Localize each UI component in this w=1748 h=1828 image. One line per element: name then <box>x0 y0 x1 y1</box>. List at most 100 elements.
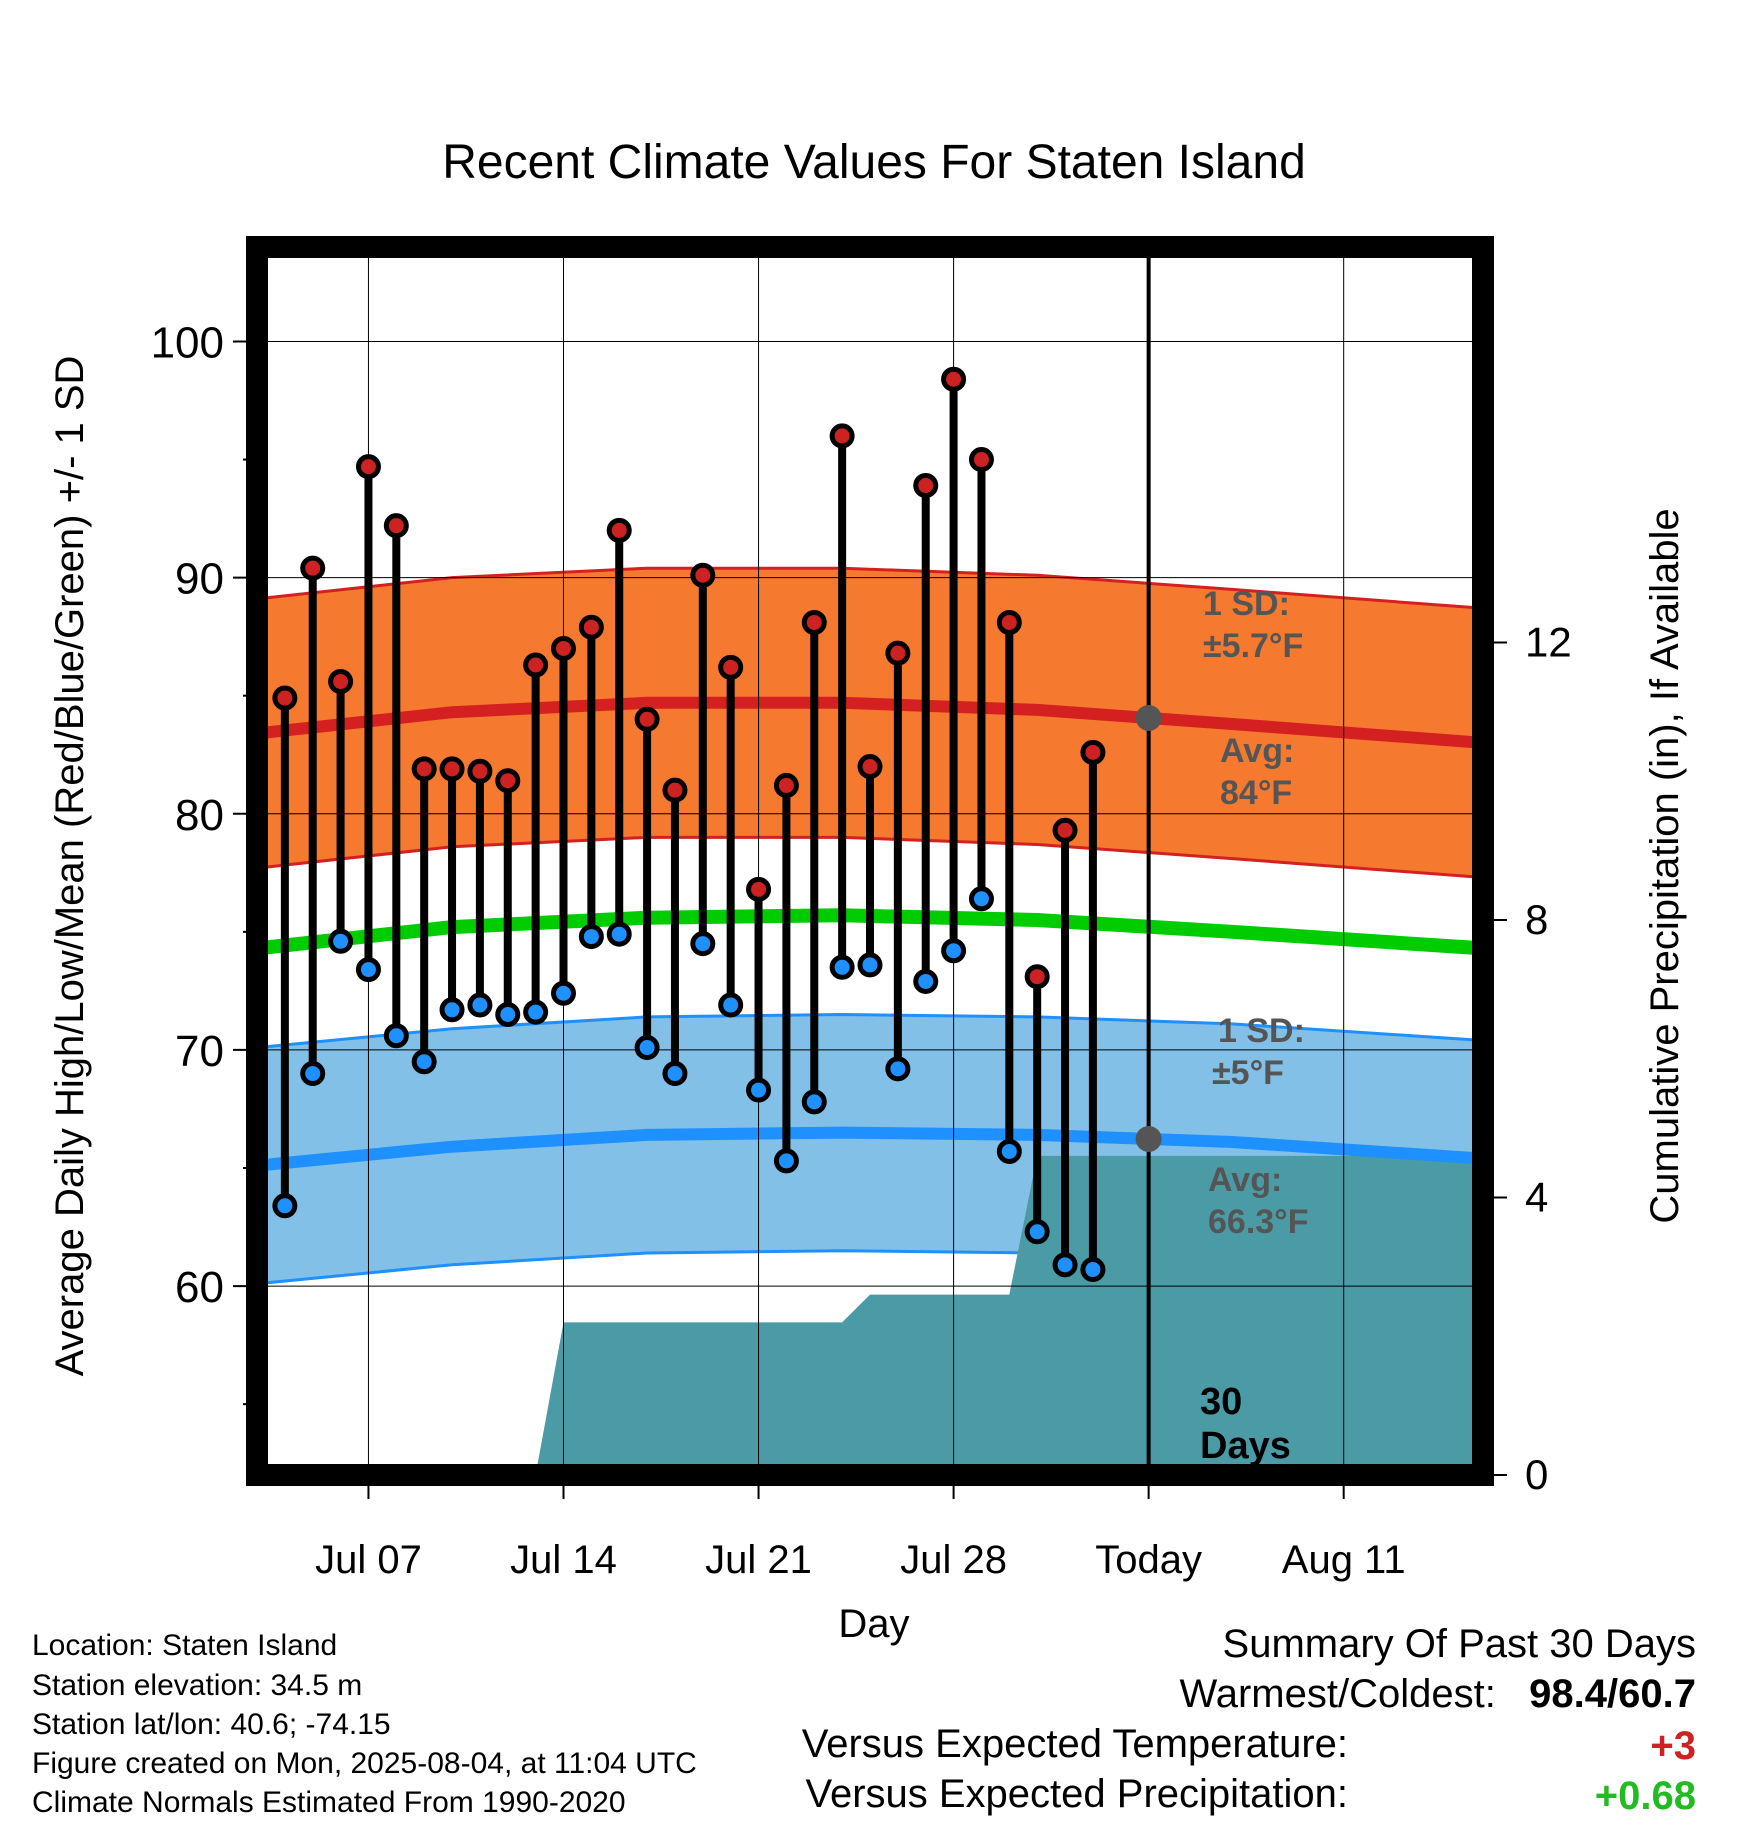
daily-high-point <box>690 562 716 588</box>
daily-high-point <box>662 777 688 803</box>
daily-low-point <box>300 1061 326 1087</box>
y2-tick-label: 8 <box>1525 896 1548 943</box>
y-tick-label: 60 <box>175 1263 224 1312</box>
daily-low-point <box>467 992 493 1018</box>
daily-high-point <box>495 768 521 794</box>
daily-high-point <box>1052 817 1078 843</box>
daily-low-point <box>746 1077 772 1103</box>
x-tick-label: Jul 21 <box>705 1538 812 1582</box>
summary-precip-label: Versus Expected Precipitation: <box>805 1772 1348 1816</box>
x-tick-label: Aug 11 <box>1282 1538 1406 1582</box>
daily-high-point <box>383 513 409 539</box>
y2-tick-label: 0 <box>1525 1451 1548 1498</box>
footer-created: Figure created on Mon, 2025-08-04, at 11… <box>32 1747 697 1780</box>
daily-high-point <box>355 454 381 480</box>
daily-high-point <box>300 555 326 581</box>
y-tick-label: 70 <box>175 1027 224 1076</box>
high-sd-value: ±5.7°F <box>1203 627 1303 665</box>
daily-high-point <box>578 614 604 640</box>
daily-high-point <box>996 609 1022 635</box>
summary-temp-label: Versus Expected Temperature: <box>801 1722 1348 1766</box>
high-sd-label: 1 SD: <box>1203 585 1290 623</box>
daily-high-point <box>857 754 883 780</box>
daily-high-point <box>606 517 632 543</box>
summary-precip-value: +0.68 <box>1594 1774 1696 1818</box>
high-avg-label: Avg: <box>1220 732 1294 770</box>
footer-elevation: Station elevation: 34.5 m <box>32 1669 363 1702</box>
low-sd-label: 1 SD: <box>1218 1012 1305 1050</box>
daily-low-point <box>411 1049 437 1075</box>
high-avg-value: 84°F <box>1220 774 1292 812</box>
low-avg-value: 66.3°F <box>1208 1203 1309 1241</box>
y2-tick-label: 4 <box>1525 1173 1548 1220</box>
daily-low-point <box>1024 1219 1050 1245</box>
y-tick-label: 100 <box>151 318 224 367</box>
chart-title: Recent Climate Values For Staten Island <box>442 136 1306 189</box>
daily-low-point <box>523 999 549 1025</box>
daily-high-point <box>718 654 744 680</box>
summary-temp-value: +3 <box>1650 1724 1696 1768</box>
daily-low-point <box>328 928 354 954</box>
daily-high-point <box>439 756 465 782</box>
daily-high-point <box>467 758 493 784</box>
today-normal-high-marker <box>1135 704 1162 731</box>
footer-location: Location: Staten Island <box>32 1629 338 1662</box>
daily-low-point <box>439 997 465 1023</box>
footer-latlon: Station lat/lon: 40.6; -74.15 <box>32 1708 391 1741</box>
low-avg-label: Avg: <box>1208 1161 1282 1199</box>
y2-axis-label: Cumulative Precipitation (in), If Availa… <box>1643 508 1687 1223</box>
window-days-number: 30 <box>1200 1381 1242 1423</box>
daily-high-point <box>801 609 827 635</box>
daily-low-point <box>801 1089 827 1115</box>
daily-low-point <box>355 957 381 983</box>
summary-title: Summary Of Past 30 Days <box>1222 1622 1696 1666</box>
daily-low-point <box>1052 1252 1078 1278</box>
daily-low-point <box>578 924 604 950</box>
daily-low-point <box>662 1061 688 1087</box>
daily-high-point <box>328 669 354 695</box>
low-sd-value: ±5°F <box>1212 1054 1284 1092</box>
normal-low-line <box>256 1126 1484 1172</box>
footer-normals: Climate Normals Estimated From 1990-2020 <box>32 1786 626 1819</box>
x-tick-label: Jul 28 <box>900 1538 1007 1582</box>
y2-tick-label: 12 <box>1525 618 1572 665</box>
daily-high-point <box>968 447 994 473</box>
daily-low-point <box>996 1138 1022 1164</box>
normal-low-sd-band-upper-edge <box>256 1012 1484 1050</box>
summary-warmest-label: Warmest/Coldest: <box>1179 1672 1496 1716</box>
daily-low-point <box>495 1002 521 1027</box>
daily-low-point <box>968 886 994 912</box>
daily-low-point <box>829 954 855 980</box>
daily-low-point <box>718 992 744 1018</box>
x-tick-label: Today <box>1095 1538 1202 1582</box>
summary-warmest-row: Warmest/Coldest: 98.4/60.7 <box>1179 1672 1696 1717</box>
daily-low-point <box>690 931 716 957</box>
daily-high-point <box>634 706 660 732</box>
daily-high-point <box>411 756 437 782</box>
daily-low-point <box>941 938 967 964</box>
y-axis-label: Average Daily High/Low/Mean (Red/Blue/Gr… <box>48 356 92 1377</box>
x-tick-label: Jul 14 <box>510 1538 617 1582</box>
daily-high-point <box>885 640 911 666</box>
window-days-unit: Days <box>1200 1425 1291 1467</box>
daily-low-point <box>272 1193 298 1219</box>
daily-low-point <box>1080 1257 1106 1283</box>
daily-low-point <box>885 1056 911 1082</box>
today-normal-low-marker <box>1135 1125 1162 1152</box>
daily-low-point <box>773 1148 799 1174</box>
x-axis-label: Day <box>838 1602 909 1646</box>
daily-high-point <box>272 685 298 711</box>
daily-high-point <box>913 473 939 499</box>
daily-high-point <box>746 876 772 902</box>
daily-low-point <box>634 1035 660 1061</box>
daily-high-point <box>773 772 799 798</box>
daily-low-point <box>383 1023 409 1049</box>
daily-high-point <box>941 366 967 392</box>
summary-warmest-value: 98.4/60.7 <box>1529 1672 1696 1716</box>
y-tick-label: 80 <box>175 791 224 840</box>
daily-high-point <box>523 652 549 678</box>
daily-low-point <box>857 952 883 978</box>
daily-high-point <box>1080 739 1106 765</box>
daily-low-point <box>913 968 939 994</box>
